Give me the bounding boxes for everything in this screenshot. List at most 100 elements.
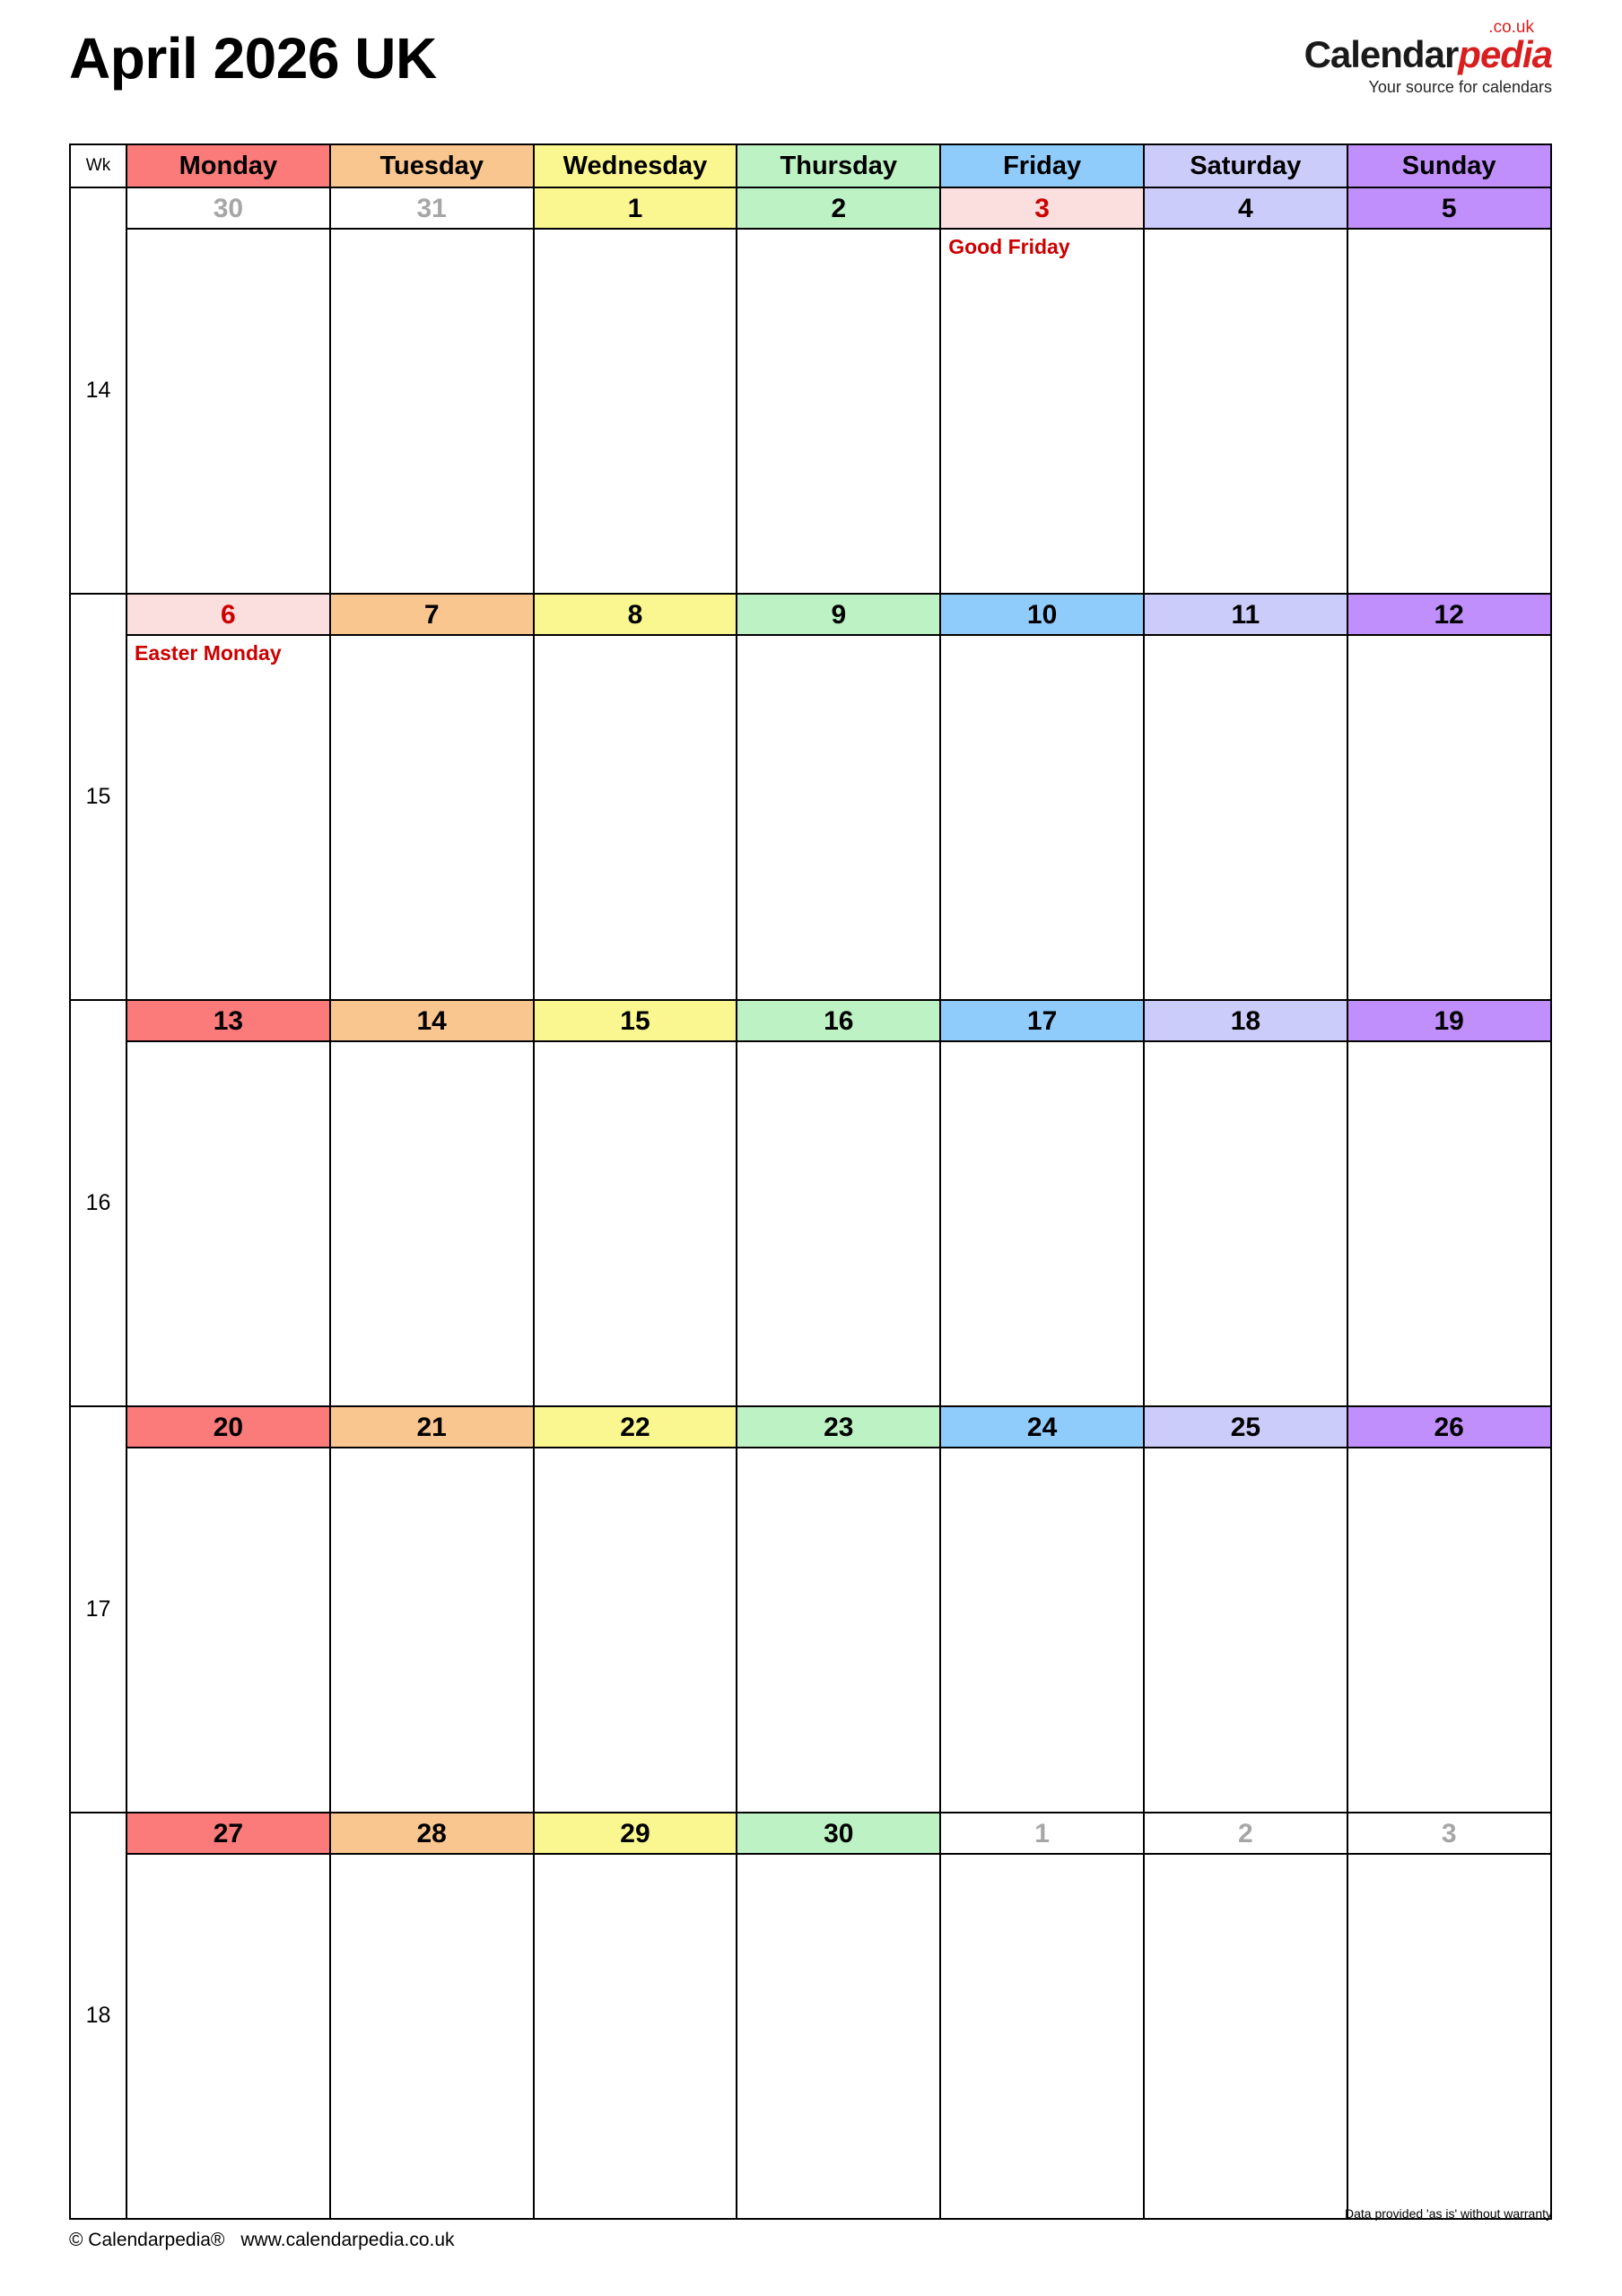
- page-title: April 2026 UK: [69, 26, 437, 91]
- day-cell-sunday[interactable]: 26: [1346, 1405, 1552, 1813]
- date-number: 6: [127, 595, 329, 636]
- date-number: 26: [1347, 1407, 1550, 1448]
- day-notes-area[interactable]: [331, 1042, 533, 1048]
- day-cell-friday[interactable]: 1: [939, 1812, 1145, 2220]
- day-notes-area[interactable]: [331, 1855, 533, 1860]
- day-cell-saturday[interactable]: 11: [1142, 593, 1348, 1001]
- day-cell-saturday[interactable]: 18: [1142, 999, 1348, 1407]
- day-notes-area[interactable]: [535, 1448, 737, 1454]
- date-number: 3: [1347, 1813, 1550, 1855]
- brand-name-black: Calendar: [1304, 33, 1460, 75]
- day-cell-wednesday[interactable]: 22: [532, 1405, 738, 1813]
- day-notes-area[interactable]: [941, 636, 1143, 641]
- day-notes-area[interactable]: Good Friday: [941, 230, 1143, 258]
- day-notes-area[interactable]: [1348, 1448, 1550, 1454]
- day-cell-saturday[interactable]: 2: [1142, 1812, 1348, 2220]
- day-notes-area[interactable]: [1145, 230, 1347, 235]
- day-cell-thursday[interactable]: 9: [736, 593, 942, 1001]
- day-cell-monday[interactable]: 20: [126, 1405, 331, 1813]
- calendar-week-row: 14 30 31 1 2 3 Good Friday 4 5: [69, 187, 1552, 595]
- brand-wordmark: Calendarpedia .co.uk: [1304, 19, 1553, 75]
- day-cell-monday[interactable]: 13: [126, 999, 331, 1407]
- day-notes-area[interactable]: [1348, 1042, 1550, 1048]
- date-number: 2: [1144, 1813, 1347, 1855]
- day-cell-friday[interactable]: 3 Good Friday: [939, 187, 1145, 595]
- day-notes-area[interactable]: [127, 1042, 329, 1048]
- day-cell-wednesday[interactable]: 15: [532, 999, 738, 1407]
- day-cell-monday[interactable]: 6 Easter Monday: [126, 593, 331, 1001]
- day-notes-area[interactable]: [1145, 636, 1347, 641]
- day-cell-monday[interactable]: 27: [126, 1812, 331, 2220]
- day-notes-area[interactable]: [737, 1855, 939, 1860]
- day-cell-thursday[interactable]: 30: [736, 1812, 942, 2220]
- date-number: 15: [534, 1001, 737, 1042]
- day-cell-friday[interactable]: 10: [939, 593, 1145, 1001]
- day-cell-tuesday[interactable]: 7: [328, 593, 535, 1001]
- day-header-friday: Friday: [939, 144, 1145, 188]
- date-number: 19: [1347, 1001, 1550, 1042]
- day-notes-area[interactable]: [1145, 1855, 1347, 1860]
- day-cell-tuesday[interactable]: 28: [328, 1812, 535, 2220]
- date-number: 20: [127, 1407, 329, 1448]
- day-notes-area[interactable]: [535, 230, 737, 235]
- footer-copyright: © Calendarpedia®: [69, 2230, 225, 2250]
- date-number: 1: [534, 188, 737, 230]
- footer-credit: © Calendarpedia® www.calendarpedia.co.uk: [69, 2230, 455, 2251]
- day-cell-friday[interactable]: 17: [939, 999, 1145, 1407]
- day-cell-sunday[interactable]: 3: [1346, 1812, 1552, 2220]
- date-number: 27: [127, 1813, 329, 1855]
- date-number: 30: [737, 1813, 940, 1855]
- date-number: 17: [941, 1001, 1143, 1042]
- day-cell-sunday[interactable]: 19: [1346, 999, 1552, 1407]
- footer-website[interactable]: www.calendarpedia.co.uk: [240, 2230, 455, 2250]
- day-notes-area[interactable]: [1145, 1448, 1347, 1454]
- day-cell-tuesday[interactable]: 14: [328, 999, 535, 1407]
- day-cell-sunday[interactable]: 5: [1346, 187, 1552, 595]
- day-header-wednesday: Wednesday: [532, 144, 738, 188]
- page-footer: © Calendarpedia® www.calendarpedia.co.uk …: [0, 2206, 1622, 2296]
- day-notes-area[interactable]: [331, 1448, 533, 1454]
- day-cell-wednesday[interactable]: 29: [532, 1812, 738, 2220]
- day-cell-thursday[interactable]: 16: [736, 999, 942, 1407]
- day-notes-area[interactable]: [1348, 636, 1550, 641]
- date-number: 9: [737, 595, 940, 636]
- day-notes-area[interactable]: [737, 230, 939, 235]
- day-cell-thursday[interactable]: 2: [736, 187, 942, 595]
- page-header: April 2026 UK Calendarpedia .co.uk Your s…: [0, 0, 1622, 144]
- day-notes-area[interactable]: [127, 1448, 329, 1454]
- day-cell-wednesday[interactable]: 8: [532, 593, 738, 1001]
- date-number: 28: [330, 1813, 533, 1855]
- day-notes-area[interactable]: [941, 1448, 1143, 1454]
- date-number: 14: [330, 1001, 533, 1042]
- day-notes-area[interactable]: [1348, 1855, 1550, 1860]
- day-cell-wednesday[interactable]: 1: [532, 187, 738, 595]
- day-notes-area[interactable]: [1348, 230, 1550, 235]
- date-number: 12: [1347, 595, 1550, 636]
- day-cell-monday[interactable]: 30: [126, 187, 331, 595]
- day-cell-thursday[interactable]: 23: [736, 1405, 942, 1813]
- day-cell-saturday[interactable]: 25: [1142, 1405, 1348, 1813]
- week-number-cell: 18: [69, 1812, 127, 2220]
- day-notes-area[interactable]: [737, 636, 939, 641]
- day-cell-tuesday[interactable]: 31: [328, 187, 535, 595]
- day-cell-friday[interactable]: 24: [939, 1405, 1145, 1813]
- day-cell-saturday[interactable]: 4: [1142, 187, 1348, 595]
- day-notes-area[interactable]: [127, 1855, 329, 1860]
- day-notes-area[interactable]: [941, 1042, 1143, 1048]
- day-notes-area[interactable]: [535, 636, 737, 641]
- date-number: 29: [534, 1813, 737, 1855]
- date-number: 18: [1144, 1001, 1347, 1042]
- day-notes-area[interactable]: [941, 1855, 1143, 1860]
- day-notes-area[interactable]: [127, 230, 329, 235]
- day-cell-sunday[interactable]: 12: [1346, 593, 1552, 1001]
- day-cell-tuesday[interactable]: 21: [328, 1405, 535, 1813]
- day-notes-area[interactable]: [1145, 1042, 1347, 1048]
- day-notes-area[interactable]: [535, 1855, 737, 1860]
- day-notes-area[interactable]: [535, 1042, 737, 1048]
- day-notes-area[interactable]: Easter Monday: [127, 636, 329, 665]
- day-notes-area[interactable]: [331, 636, 533, 641]
- day-notes-area[interactable]: [737, 1448, 939, 1454]
- day-notes-area[interactable]: [737, 1042, 939, 1048]
- calendar-grid: Wk Monday Tuesday Wednesday Thursday Fri…: [69, 144, 1552, 2220]
- day-notes-area[interactable]: [331, 230, 533, 235]
